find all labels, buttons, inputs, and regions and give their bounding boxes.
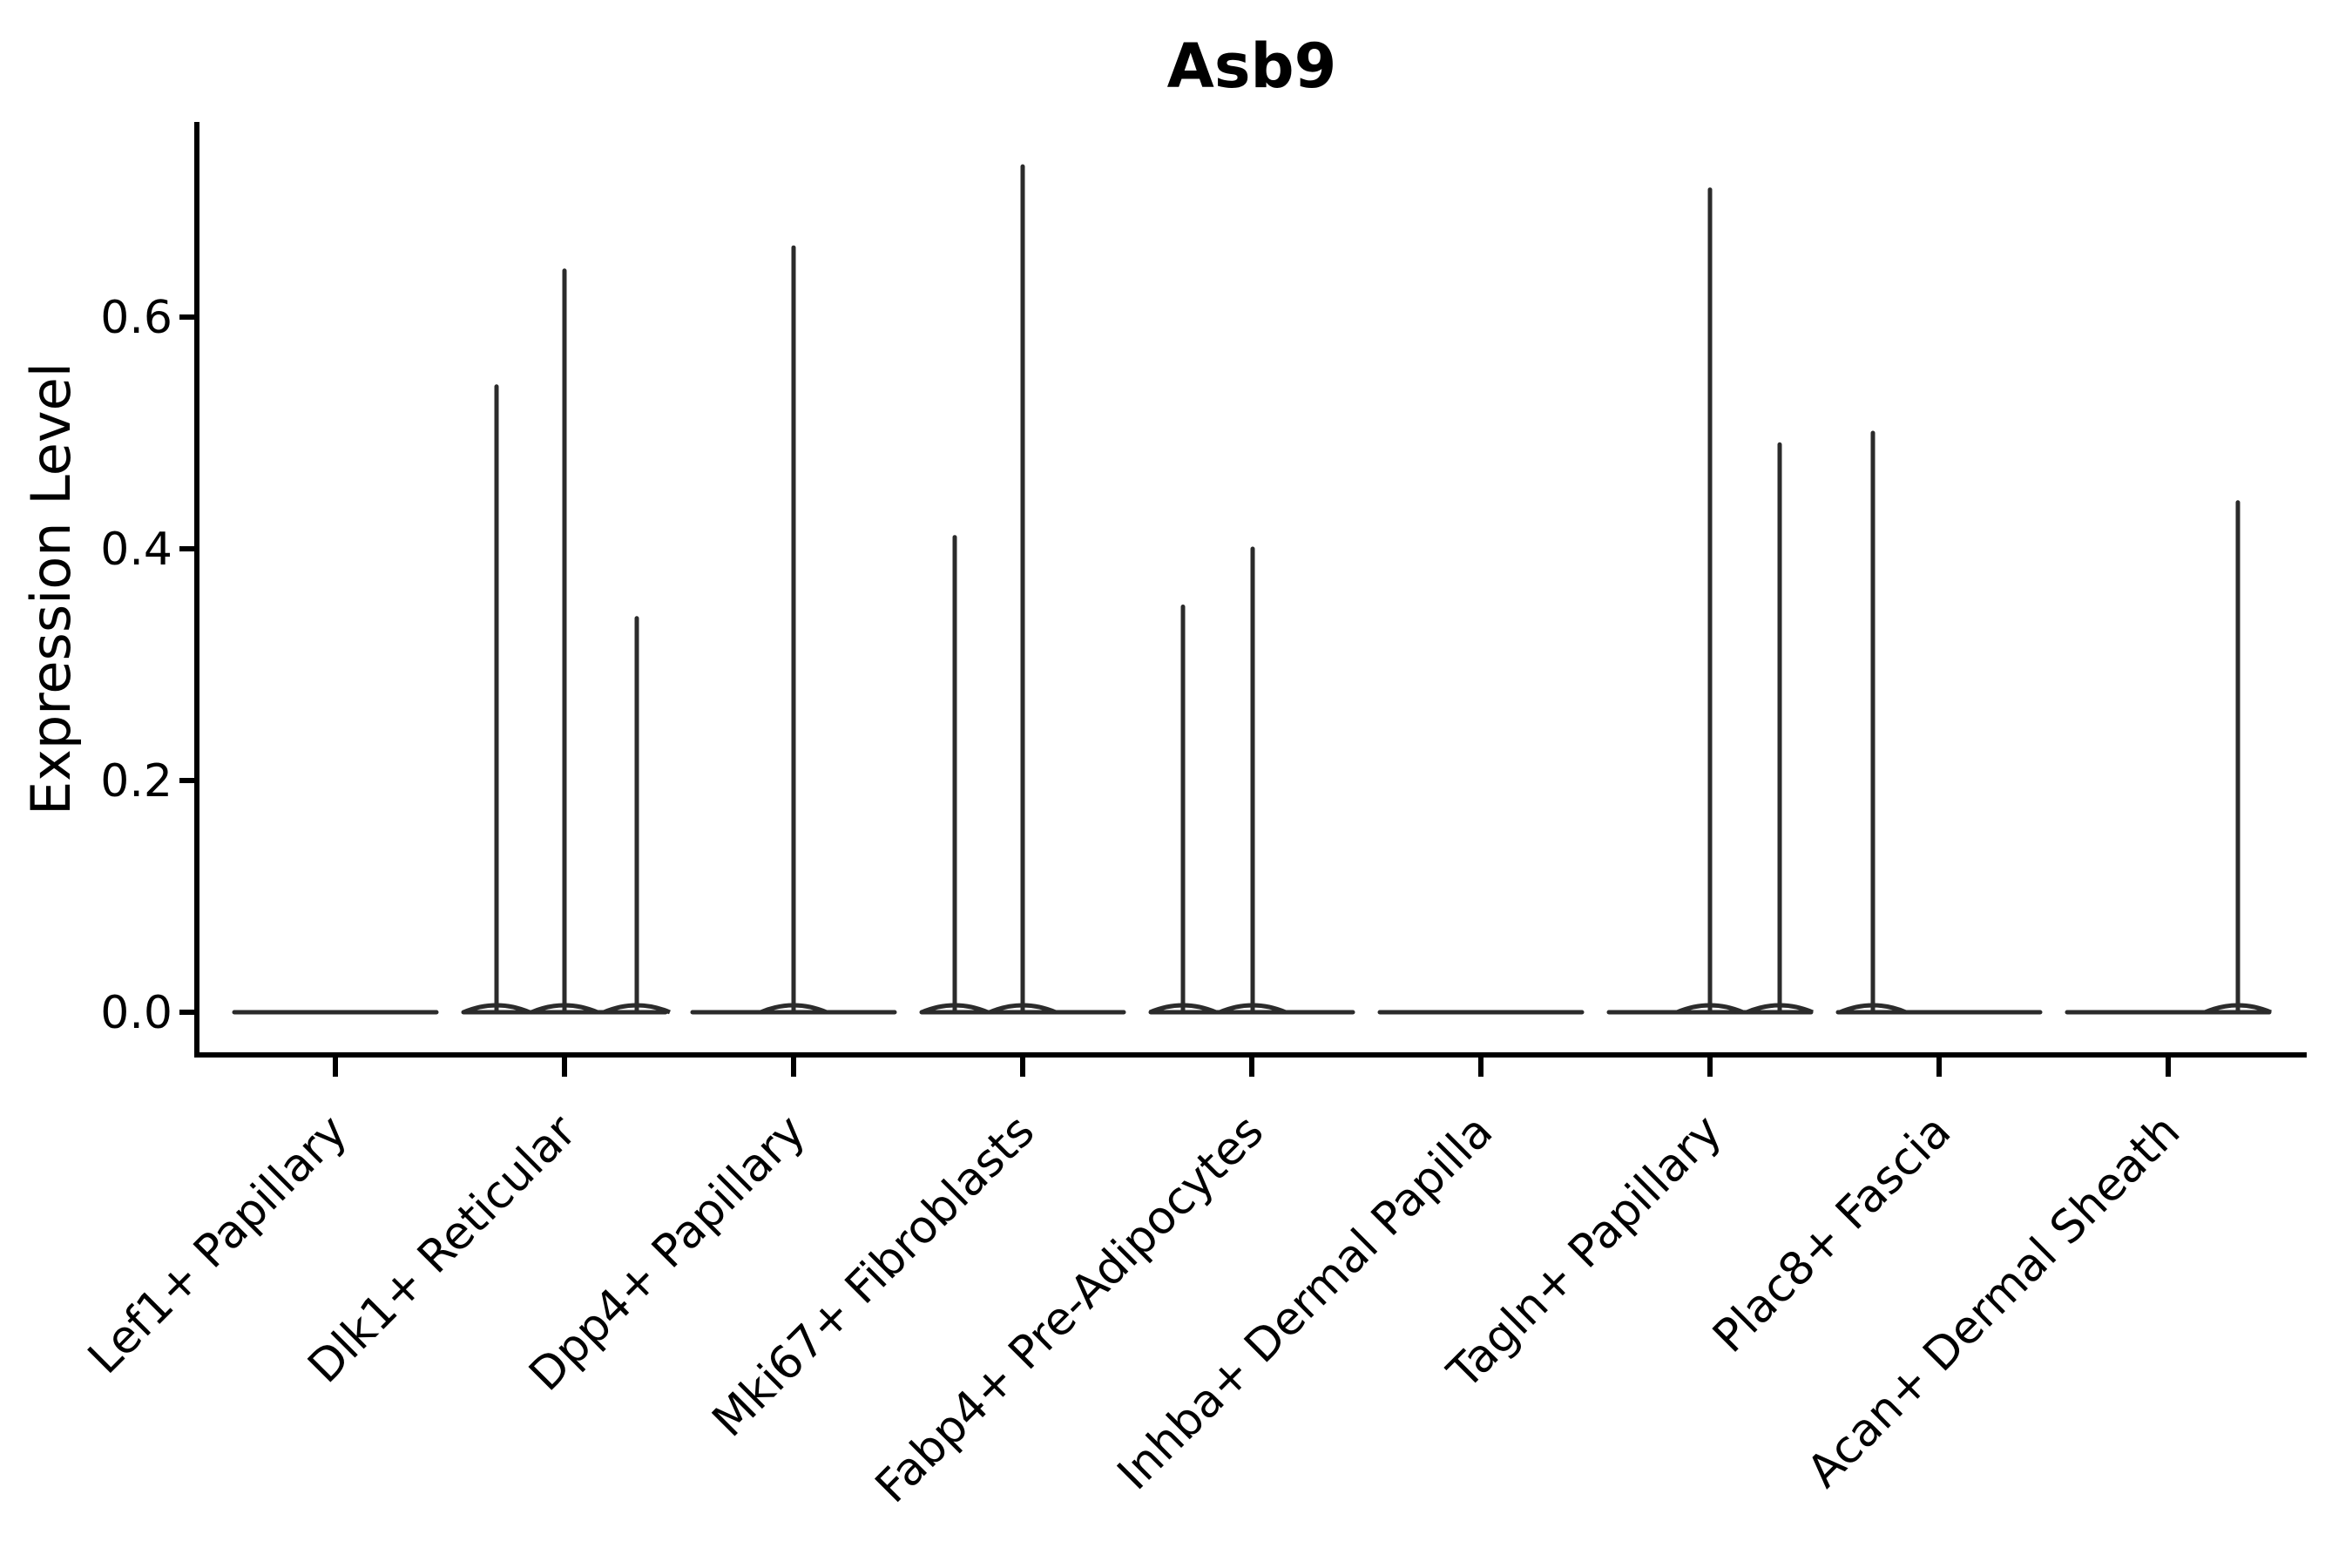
y-tick-label: 0.0 <box>100 987 172 1039</box>
x-tick-label: Acan+ Dermal Sheath <box>1798 1105 2191 1498</box>
x-tick-label: Plac8+ Fascia <box>1703 1105 1961 1363</box>
y-axis-ticks: 0.0 0.2 0.4 0.6 <box>100 292 197 1039</box>
y-tick-label: 0.4 <box>100 524 172 576</box>
y-axis-label: Expression Level <box>19 362 83 815</box>
y-tick-label: 0.2 <box>100 755 172 808</box>
y-tick-label: 0.6 <box>100 292 172 344</box>
x-tick-label: Inhba+ Dermal Papilla <box>1108 1105 1503 1500</box>
x-tick-label: Fabp4+ Pre-Adipocytes <box>866 1105 1274 1513</box>
chart-title: Asb9 <box>1167 30 1337 102</box>
violins <box>232 164 2272 1015</box>
